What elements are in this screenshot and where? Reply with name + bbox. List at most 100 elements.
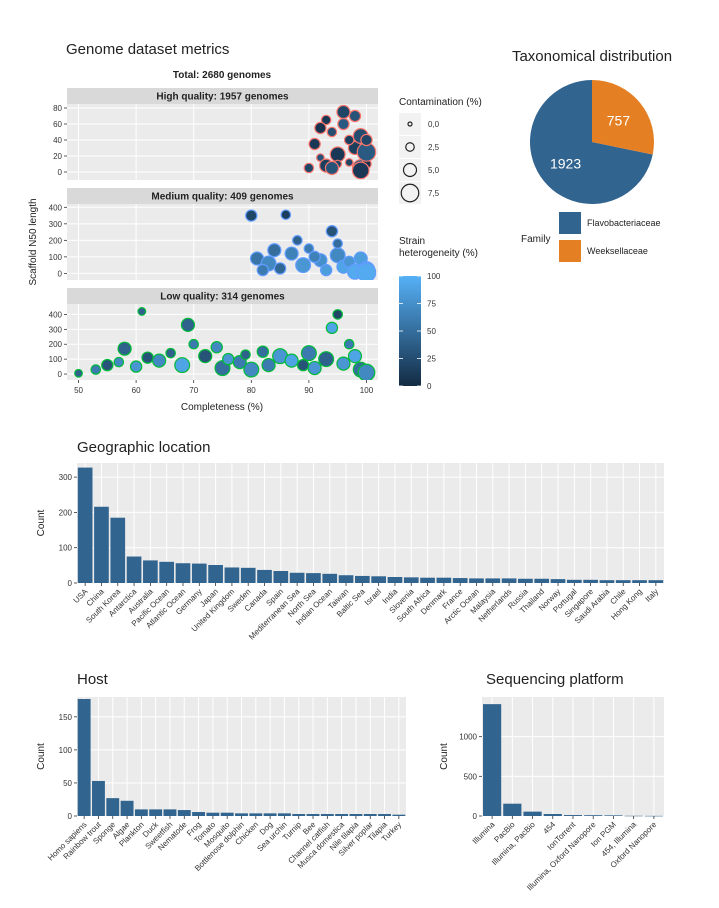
x-tick-label: 100 bbox=[360, 386, 374, 395]
bar bbox=[208, 565, 223, 583]
bar bbox=[94, 506, 109, 583]
y-tick-label: 300 bbox=[59, 473, 73, 482]
scatter-point bbox=[284, 246, 299, 261]
scatter-title: Genome dataset metrics bbox=[66, 41, 229, 58]
bar bbox=[77, 698, 91, 816]
scatter-point bbox=[343, 338, 355, 350]
bar bbox=[518, 578, 533, 583]
bar bbox=[134, 809, 148, 816]
bar bbox=[420, 577, 435, 583]
bar bbox=[378, 814, 391, 816]
scatter-point bbox=[113, 356, 125, 368]
bar bbox=[403, 577, 419, 583]
x-axis-label: Completeness (%) bbox=[181, 402, 263, 413]
bar bbox=[335, 814, 349, 816]
y-tick-label: 0 bbox=[473, 812, 478, 821]
size-legend-circle bbox=[407, 121, 413, 127]
scatter-point bbox=[245, 209, 258, 222]
x-tick-label: 90 bbox=[304, 386, 313, 395]
y-tick-label: 500 bbox=[464, 772, 478, 781]
scatter-point bbox=[292, 235, 303, 246]
scatter-points bbox=[74, 307, 376, 380]
scatter-point bbox=[348, 109, 362, 123]
bar-chart-title: Sequencing platform bbox=[486, 671, 624, 688]
x-tick-label: 454 bbox=[541, 820, 557, 836]
scatter-point bbox=[332, 309, 343, 320]
scatter-point bbox=[329, 146, 346, 163]
scatter-point bbox=[303, 243, 315, 254]
bar bbox=[371, 576, 386, 583]
size-legend-key bbox=[399, 136, 421, 158]
scatter-point bbox=[129, 360, 143, 373]
y-tick-label: 400 bbox=[49, 310, 63, 319]
y-tick-label: 20 bbox=[53, 152, 62, 161]
size-legend-label: 0,0 bbox=[428, 120, 440, 129]
y-tick-label: 50 bbox=[63, 779, 72, 788]
pie-legend-label: Flavobacteriaceae bbox=[587, 218, 661, 228]
bar bbox=[485, 578, 501, 583]
bar-panel-background bbox=[77, 463, 664, 583]
bar bbox=[191, 563, 207, 583]
bar bbox=[206, 812, 220, 816]
bar bbox=[159, 561, 175, 583]
pie-slice-label: 1923 bbox=[550, 156, 581, 172]
size-legend-circle bbox=[400, 183, 420, 203]
scatter-point bbox=[316, 153, 325, 163]
y-tick-label: 100 bbox=[49, 355, 63, 364]
y-tick-label: 60 bbox=[53, 120, 62, 129]
bar bbox=[550, 579, 566, 583]
color-bar-label: 75 bbox=[427, 300, 436, 309]
pie-legend-swatch bbox=[559, 240, 581, 262]
panel-strip-label: High quality: 1957 genomes bbox=[156, 92, 289, 103]
bar bbox=[192, 812, 206, 816]
scatter-point bbox=[319, 263, 333, 277]
bar bbox=[289, 572, 305, 583]
bar bbox=[77, 467, 93, 583]
scatter-point bbox=[165, 347, 176, 359]
bar bbox=[163, 809, 177, 816]
y-tick-label: 0 bbox=[68, 812, 73, 821]
scatter-point bbox=[256, 263, 270, 277]
bar bbox=[355, 575, 370, 583]
bar bbox=[120, 800, 134, 816]
scatter-point bbox=[296, 358, 310, 372]
bar bbox=[322, 573, 338, 583]
scatter-point bbox=[351, 161, 370, 180]
bar bbox=[235, 813, 248, 816]
panel-strip bbox=[67, 88, 378, 104]
scatter-subtitle: Total: 2680 genomes bbox=[173, 70, 272, 81]
color-bar-label: 25 bbox=[427, 355, 436, 364]
pie-title: Taxonomical distribution bbox=[512, 48, 672, 65]
scatter-point bbox=[307, 360, 322, 376]
scatter-point bbox=[324, 160, 340, 176]
scatter-point bbox=[101, 358, 114, 372]
bar bbox=[436, 577, 452, 583]
size-legend-key bbox=[399, 113, 421, 135]
bar-chart-title: Host bbox=[77, 671, 109, 688]
bar bbox=[648, 580, 664, 583]
scatter-point bbox=[300, 345, 317, 362]
pie-legend-swatch bbox=[559, 212, 581, 234]
scatter-point bbox=[222, 352, 235, 366]
bar bbox=[632, 580, 647, 583]
y-tick-label: 1000 bbox=[459, 733, 477, 742]
bar-chart-title: Geographic location bbox=[77, 439, 210, 456]
color-bar-label: 0 bbox=[427, 382, 432, 391]
bar bbox=[503, 803, 522, 816]
pie-legend-title: Family bbox=[521, 234, 550, 245]
scatter-point bbox=[326, 126, 338, 138]
bar bbox=[273, 571, 289, 583]
scatter-point bbox=[320, 114, 332, 126]
bar bbox=[387, 577, 403, 583]
bar bbox=[566, 579, 582, 583]
bar bbox=[306, 814, 320, 816]
size-legend-key bbox=[399, 182, 421, 204]
color-legend-title: heterogeneity (%) bbox=[399, 248, 478, 259]
scatter-point bbox=[325, 225, 339, 238]
scatter-point bbox=[240, 349, 251, 360]
bar bbox=[392, 814, 406, 816]
scatter-point bbox=[117, 341, 132, 356]
bar bbox=[604, 815, 623, 816]
y-tick-label: 150 bbox=[59, 713, 73, 722]
scatter-point bbox=[337, 117, 350, 131]
